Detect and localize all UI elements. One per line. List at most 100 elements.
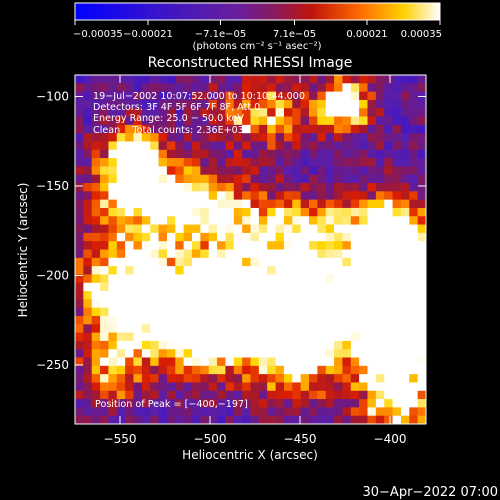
heatmap-cell — [375, 357, 385, 367]
heatmap-cell — [91, 332, 101, 342]
heatmap-cell — [75, 315, 84, 325]
heatmap-cell — [250, 315, 260, 325]
heatmap-cell — [375, 166, 385, 176]
heatmap-cell — [125, 224, 135, 234]
heatmap-cell — [183, 207, 193, 217]
heatmap-cell — [100, 141, 110, 151]
heatmap-cell — [317, 224, 327, 234]
heatmap-cell — [283, 374, 293, 384]
heatmap-cell — [317, 299, 327, 309]
heatmap-cell — [166, 149, 176, 159]
heatmap-cell — [375, 83, 385, 93]
heatmap-cell — [108, 91, 118, 101]
heatmap-cell — [384, 149, 394, 159]
heatmap-cell — [342, 124, 352, 134]
heatmap-cell — [242, 249, 252, 259]
heatmap-cell — [150, 124, 160, 134]
heatmap-cell — [200, 183, 210, 192]
heatmap-cell — [200, 357, 210, 367]
heatmap-cell — [158, 133, 168, 143]
heatmap-cell — [400, 216, 410, 226]
heatmap-cell — [108, 282, 118, 292]
heatmap-cell — [359, 407, 369, 417]
heatmap-cell — [217, 332, 227, 342]
heatmap-cell — [384, 83, 394, 93]
heatmap-cell — [275, 315, 285, 325]
heatmap-cell — [292, 183, 302, 192]
heatmap-cell — [392, 224, 402, 234]
heatmap-cell — [275, 407, 285, 417]
heatmap-cell — [409, 232, 419, 242]
heatmap-cell — [100, 390, 110, 400]
heatmap-cell — [108, 166, 118, 176]
heatmap-cell — [233, 166, 243, 176]
heatmap-cell — [317, 324, 327, 334]
heatmap-cell — [359, 75, 369, 84]
heatmap-cell — [166, 166, 176, 176]
heatmap-cell — [83, 266, 93, 276]
heatmap-cell — [166, 224, 176, 234]
heatmap-cell — [141, 357, 151, 367]
heatmap-cell — [317, 249, 327, 259]
heatmap-cell — [267, 216, 277, 226]
heatmap-cell — [350, 249, 360, 259]
heatmap-cell — [400, 382, 410, 392]
heatmap-cell — [133, 415, 143, 424]
heatmap-cell — [100, 183, 110, 192]
heatmap-cell — [192, 349, 201, 359]
heatmap-cell — [292, 374, 302, 384]
heatmap-cell — [166, 282, 176, 292]
heatmap-cell — [91, 141, 101, 151]
heatmap-cell — [400, 166, 410, 176]
heatmap-cell — [83, 349, 93, 359]
heatmap-cell — [317, 124, 327, 134]
heatmap-cell — [334, 149, 344, 159]
heatmap-cell — [125, 199, 135, 209]
heatmap-cell — [233, 307, 243, 317]
heatmap-cell — [116, 166, 126, 176]
heatmap-cell — [267, 174, 277, 184]
heatmap-cell — [367, 174, 377, 184]
heatmap-cell — [375, 232, 385, 242]
heatmap-cell — [166, 307, 176, 317]
heatmap-cell — [342, 374, 352, 384]
heatmap-cell — [367, 108, 377, 118]
heatmap-cell — [150, 357, 160, 367]
heatmap-cell — [342, 349, 352, 359]
heatmap-cell — [367, 340, 377, 350]
heatmap-cell — [417, 216, 426, 226]
heatmap-cell — [325, 174, 335, 184]
heatmap-cell — [141, 158, 151, 168]
heatmap-cell — [300, 232, 310, 242]
heatmap-cell — [392, 249, 402, 259]
heatmap-cell — [267, 407, 277, 417]
heatmap-cell — [192, 241, 201, 251]
heatmap-cell — [175, 116, 185, 126]
heatmap-cell — [75, 116, 84, 126]
heatmap-cell — [283, 108, 293, 118]
heatmap-cell — [192, 332, 201, 342]
heatmap-cell — [417, 124, 426, 134]
heatmap-cell — [183, 241, 193, 251]
heatmap-cell — [309, 166, 318, 176]
heatmap-cell — [75, 232, 84, 242]
heatmap-cell — [233, 315, 243, 325]
y-axis-label: Heliocentric Y (arcsec) — [16, 183, 30, 318]
heatmap-cell — [192, 266, 201, 276]
heatmap-cell — [359, 299, 369, 309]
heatmap-cell — [225, 183, 235, 192]
heatmap-cell — [242, 183, 252, 192]
heatmap-cell — [275, 116, 285, 126]
heatmap-cell — [200, 108, 210, 118]
heatmap-cell — [116, 141, 126, 151]
heatmap-cell — [200, 365, 210, 375]
heatmap-cell — [166, 191, 176, 201]
heatmap-cell — [309, 340, 318, 350]
heatmap-cell — [384, 183, 394, 192]
heatmap-cell — [192, 399, 201, 408]
heatmap-cell — [292, 133, 302, 143]
heatmap-cell — [116, 158, 126, 168]
heatmap-cell — [233, 340, 243, 350]
heatmap-cell — [267, 291, 277, 300]
heatmap-cell — [392, 199, 402, 209]
